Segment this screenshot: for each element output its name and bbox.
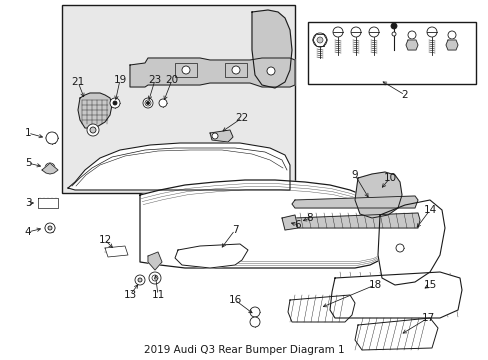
Polygon shape xyxy=(42,163,58,174)
Bar xyxy=(307,22,475,84)
Circle shape xyxy=(407,31,415,39)
Text: 22: 22 xyxy=(235,113,248,123)
Polygon shape xyxy=(251,10,291,88)
Circle shape xyxy=(426,27,436,37)
Circle shape xyxy=(135,275,145,285)
Circle shape xyxy=(368,27,378,37)
Text: 9: 9 xyxy=(351,170,358,180)
Polygon shape xyxy=(130,58,294,87)
Circle shape xyxy=(212,133,218,139)
Text: 10: 10 xyxy=(383,173,396,183)
Circle shape xyxy=(316,37,323,43)
Circle shape xyxy=(113,101,117,105)
Polygon shape xyxy=(148,252,162,270)
Polygon shape xyxy=(291,213,419,228)
Text: 8: 8 xyxy=(306,213,313,223)
Circle shape xyxy=(182,66,190,74)
Polygon shape xyxy=(287,295,354,322)
Polygon shape xyxy=(175,244,247,268)
Circle shape xyxy=(110,98,120,108)
Text: 4: 4 xyxy=(24,227,31,237)
Text: 19: 19 xyxy=(113,75,126,85)
Circle shape xyxy=(90,127,96,133)
Circle shape xyxy=(48,226,52,230)
Text: 18: 18 xyxy=(367,280,381,290)
Circle shape xyxy=(312,33,326,47)
Text: 5: 5 xyxy=(24,158,31,168)
Circle shape xyxy=(87,124,99,136)
Polygon shape xyxy=(354,172,401,218)
Polygon shape xyxy=(329,272,461,318)
Text: 17: 17 xyxy=(421,313,434,323)
Circle shape xyxy=(45,223,55,233)
Polygon shape xyxy=(140,180,379,268)
Polygon shape xyxy=(282,215,297,230)
Text: 1: 1 xyxy=(24,128,31,138)
Circle shape xyxy=(249,317,260,327)
Circle shape xyxy=(395,244,403,252)
Circle shape xyxy=(46,132,58,144)
Polygon shape xyxy=(68,143,289,190)
Polygon shape xyxy=(405,40,417,50)
Bar xyxy=(175,63,197,77)
Bar xyxy=(62,5,294,193)
Text: 7: 7 xyxy=(231,225,238,235)
Polygon shape xyxy=(445,40,457,50)
Text: 14: 14 xyxy=(423,205,436,215)
Text: 15: 15 xyxy=(423,280,436,290)
Polygon shape xyxy=(291,196,417,208)
Text: 6: 6 xyxy=(294,220,301,230)
Circle shape xyxy=(390,23,396,29)
Polygon shape xyxy=(78,93,112,128)
Text: 16: 16 xyxy=(228,295,241,305)
Circle shape xyxy=(142,98,153,108)
Text: 12: 12 xyxy=(98,235,111,245)
Circle shape xyxy=(266,67,274,75)
Circle shape xyxy=(45,163,55,173)
Bar xyxy=(224,63,246,77)
Text: 2019 Audi Q3 Rear Bumper Diagram 1: 2019 Audi Q3 Rear Bumper Diagram 1 xyxy=(143,345,344,355)
Text: 11: 11 xyxy=(151,290,164,300)
Circle shape xyxy=(149,272,161,284)
Circle shape xyxy=(447,31,455,39)
Polygon shape xyxy=(354,318,437,350)
Circle shape xyxy=(391,32,395,36)
Polygon shape xyxy=(38,198,58,208)
Circle shape xyxy=(249,307,260,317)
Polygon shape xyxy=(209,130,232,142)
Circle shape xyxy=(146,102,149,104)
Polygon shape xyxy=(105,246,128,257)
Text: 23: 23 xyxy=(148,75,162,85)
Text: 20: 20 xyxy=(165,75,178,85)
Text: 13: 13 xyxy=(123,290,136,300)
Circle shape xyxy=(231,66,240,74)
Text: 3: 3 xyxy=(24,198,31,208)
Circle shape xyxy=(159,99,167,107)
Circle shape xyxy=(332,27,342,37)
Text: 2: 2 xyxy=(401,90,407,100)
Polygon shape xyxy=(377,200,444,285)
Text: 21: 21 xyxy=(71,77,84,87)
Circle shape xyxy=(350,27,360,37)
Circle shape xyxy=(138,278,142,282)
